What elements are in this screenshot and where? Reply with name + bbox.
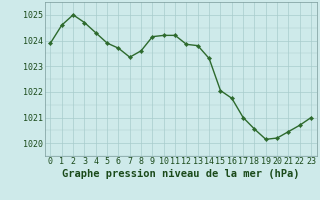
- X-axis label: Graphe pression niveau de la mer (hPa): Graphe pression niveau de la mer (hPa): [62, 169, 300, 179]
